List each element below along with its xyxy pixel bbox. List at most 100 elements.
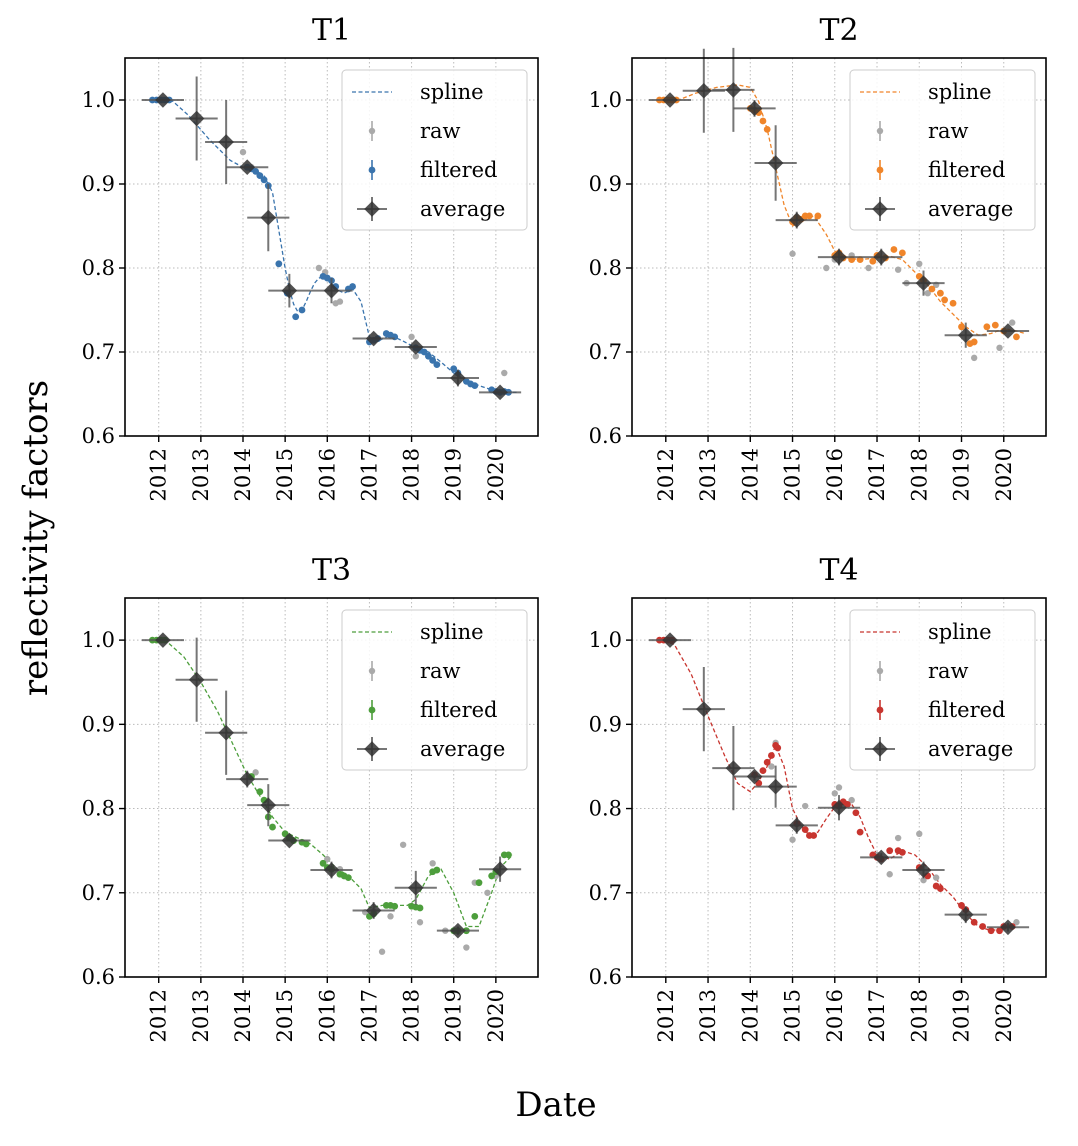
average-marker [746,768,763,785]
raw-point [378,948,386,955]
x-tick-label: 2014 [738,448,762,501]
filtered-point [471,382,479,389]
x-tick-label: 2013 [696,448,720,501]
raw-point [996,344,1003,351]
panel-t4: T4 0.6 0.7 0.8 0.9 1.0 2012 2013 2014 2015 2016 201… [589,553,1047,1042]
average-marker [239,159,255,175]
y-tick-label: 1.0 [82,88,115,112]
x-tick-label: 2014 [231,448,255,501]
filtered-point [852,809,860,817]
average-marker [873,849,890,866]
axes-frame [631,597,1047,978]
legend-label-filtered: filtered [420,698,498,722]
filtered-point [970,918,978,926]
y-tick-label: 1.0 [589,88,622,112]
y-tick-label: 0.8 [589,256,622,280]
average-marker [155,92,171,108]
y-tick-label: 0.6 [82,965,115,989]
average-marker [767,778,784,795]
filtered-point [763,758,771,766]
filtered-point [810,832,818,839]
filtered-point [425,352,432,360]
average-marker [218,134,234,150]
average-marker [915,862,932,878]
legend-label-filtered: filtered [928,158,1006,182]
filtered-point [429,357,437,364]
x-tick-label: 2015 [273,448,297,501]
raw-point [501,369,508,377]
legend-label-spline: spline [928,80,992,104]
panel-title: T1 [312,13,351,48]
raw-point [835,784,843,791]
x-tick-label: 2016 [315,448,339,501]
x-tick-label: 2019 [950,448,974,501]
raw-point [789,836,796,843]
filtered-point [991,321,999,329]
filtered-point [928,285,936,293]
x-tick-label: 2012 [654,448,678,501]
x-tick-label: 2019 [442,448,466,501]
legend-label-raw: raw [420,659,461,683]
average-marker [725,82,742,98]
filtered-point [898,848,906,856]
filtered-point [801,826,809,834]
legend-label-filtered: filtered [928,698,1006,722]
raw-point [932,874,940,881]
filtered-point [269,823,276,831]
legend-box [849,609,1036,771]
legend-average-swatch [364,201,380,217]
raw-point [252,769,259,776]
raw-point [412,353,419,360]
x-tick-label: 2013 [189,989,213,1042]
filtered-point [987,927,995,935]
y-tick-label: 0.7 [82,881,115,905]
x-tick-label: 2018 [400,989,424,1042]
raw-point [324,855,331,863]
raw-point [463,944,470,951]
legend-box [849,69,1036,231]
x-tick-label: 2014 [231,989,255,1042]
legend-label-raw: raw [928,659,969,683]
filtered-point [275,260,283,268]
x-tick-label: 2019 [442,989,466,1042]
filtered-point [996,927,1003,935]
raw-point [429,860,436,867]
raw-point [315,264,323,272]
y-tick-label: 1.0 [82,628,115,652]
raw-point [336,298,344,305]
raw-point [484,889,491,896]
y-tick-label: 1.0 [589,628,622,652]
filtered-point [970,338,978,346]
legend-filtered-swatch [368,706,376,714]
raw-point [865,264,872,272]
x-tick-label: 2017 [357,989,381,1042]
filtered-point [505,851,512,859]
x-tick-label: 2017 [865,448,889,501]
average-marker [788,212,805,228]
legend-label-filtered: filtered [420,158,498,182]
raw-point [823,264,830,272]
panels: T1 0.6 0.7 0.8 0.9 1.0 2012 2013 2014 2015 2016 201… [82,13,1047,1042]
y-tick-label: 0.8 [589,797,622,821]
panel-title: T3 [312,553,351,588]
filtered-point [298,306,306,314]
legend-filtered-swatch [876,166,884,174]
filtered-point [319,859,327,867]
legend-box [341,69,528,231]
legend-label-raw: raw [420,119,461,143]
filtered-point [869,257,877,265]
raw-point [387,913,394,920]
x-tick-label: 2020 [992,989,1016,1042]
y-tick-label: 0.6 [589,424,622,448]
filtered-point [256,788,264,796]
legend-average-swatch [872,741,888,757]
panel-t1: T1 0.6 0.7 0.8 0.9 1.0 2012 2013 2014 2015 2016 201… [82,13,539,501]
filtered-point [433,866,441,874]
filtered-point [936,885,944,892]
average-marker [218,724,234,741]
filtered-point [936,289,944,297]
legend-filtered-swatch [876,706,884,714]
raw-point [848,796,855,804]
x-tick-label: 2017 [357,448,381,501]
